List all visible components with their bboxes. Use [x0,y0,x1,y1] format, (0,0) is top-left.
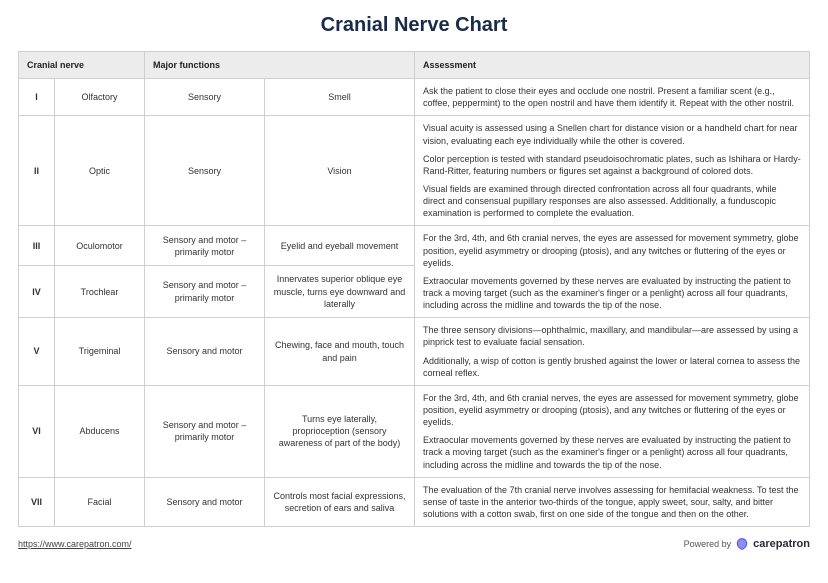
nerve-number: III [19,226,55,265]
table-header-row: Cranial nerve Major functions Assessment [19,52,810,79]
nerve-name: Trochlear [55,265,145,317]
cranial-nerve-table: Cranial nerve Major functions Assessment… [18,51,810,527]
table-row: I Olfactory Sensory Smell Ask the patien… [19,79,810,116]
assessment-para: The evaluation of the 7th cranial nerve … [423,484,801,520]
assessment-para: Visual acuity is assessed using a Snelle… [423,122,801,146]
nerve-assessment: Ask the patient to close their eyes and … [415,79,810,116]
nerve-detail: Smell [265,79,415,116]
nerve-number: I [19,79,55,116]
assessment-para: For the 3rd, 4th, and 6th cranial nerves… [423,232,801,268]
nerve-name: Oculomotor [55,226,145,265]
assessment-para: Extraocular movements governed by these … [423,434,801,470]
nerve-assessment: Visual acuity is assessed using a Snelle… [415,116,810,226]
source-link[interactable]: https://www.carepatron.com/ [18,539,132,549]
assessment-para: Ask the patient to close their eyes and … [423,85,801,109]
nerve-name: Abducens [55,385,145,477]
nerve-detail: Controls most facial expressions, secret… [265,477,415,526]
nerve-detail: Turns eye laterally, proprioception (sen… [265,385,415,477]
nerve-func: Sensory and motor [145,318,265,386]
page-title: Cranial Nerve Chart [18,14,810,37]
page-footer: https://www.carepatron.com/ Powered by c… [18,537,810,551]
brand-name: carepatron [753,538,810,550]
nerve-detail: Innervates superior oblique eye muscle, … [265,265,415,317]
nerve-detail: Chewing, face and mouth, touch and pain [265,318,415,386]
nerve-number: VII [19,477,55,526]
nerve-name: Optic [55,116,145,226]
nerve-func: Sensory and motor – primarily motor [145,226,265,265]
col-header-assessment: Assessment [415,52,810,79]
assessment-para: For the 3rd, 4th, and 6th cranial nerves… [423,392,801,428]
col-header-nerve: Cranial nerve [19,52,145,79]
nerve-detail: Vision [265,116,415,226]
table-row: V Trigeminal Sensory and motor Chewing, … [19,318,810,386]
nerve-name: Facial [55,477,145,526]
nerve-detail: Eyelid and eyeball movement [265,226,415,265]
nerve-func: Sensory and motor – primarily motor [145,385,265,477]
assessment-para: Additionally, a wisp of cotton is gently… [423,355,801,379]
nerve-number: VI [19,385,55,477]
nerve-number: V [19,318,55,386]
assessment-para: Extraocular movements governed by these … [423,275,801,311]
table-row: III Oculomotor Sensory and motor – prima… [19,226,810,265]
assessment-para: The three sensory divisions—ophthalmic, … [423,324,801,348]
nerve-func: Sensory and motor [145,477,265,526]
nerve-name: Olfactory [55,79,145,116]
powered-by-label: Powered by [684,539,732,549]
nerve-assessment: The evaluation of the 7th cranial nerve … [415,477,810,526]
brand-block: Powered by carepatron [684,537,810,551]
assessment-para: Color perception is tested with standard… [423,153,801,177]
nerve-func: Sensory [145,79,265,116]
nerve-number: IV [19,265,55,317]
nerve-assessment: For the 3rd, 4th, and 6th cranial nerves… [415,226,810,318]
nerve-func: Sensory [145,116,265,226]
table-row: VI Abducens Sensory and motor – primaril… [19,385,810,477]
nerve-func: Sensory and motor – primarily motor [145,265,265,317]
nerve-assessment: For the 3rd, 4th, and 6th cranial nerves… [415,385,810,477]
table-row: II Optic Sensory Vision Visual acuity is… [19,116,810,226]
table-row: VII Facial Sensory and motor Controls mo… [19,477,810,526]
nerve-number: II [19,116,55,226]
assessment-para: Visual fields are examined through direc… [423,183,801,219]
carepatron-logo-icon [735,537,749,551]
nerve-assessment: The three sensory divisions—ophthalmic, … [415,318,810,386]
nerve-name: Trigeminal [55,318,145,386]
col-header-functions: Major functions [145,52,415,79]
